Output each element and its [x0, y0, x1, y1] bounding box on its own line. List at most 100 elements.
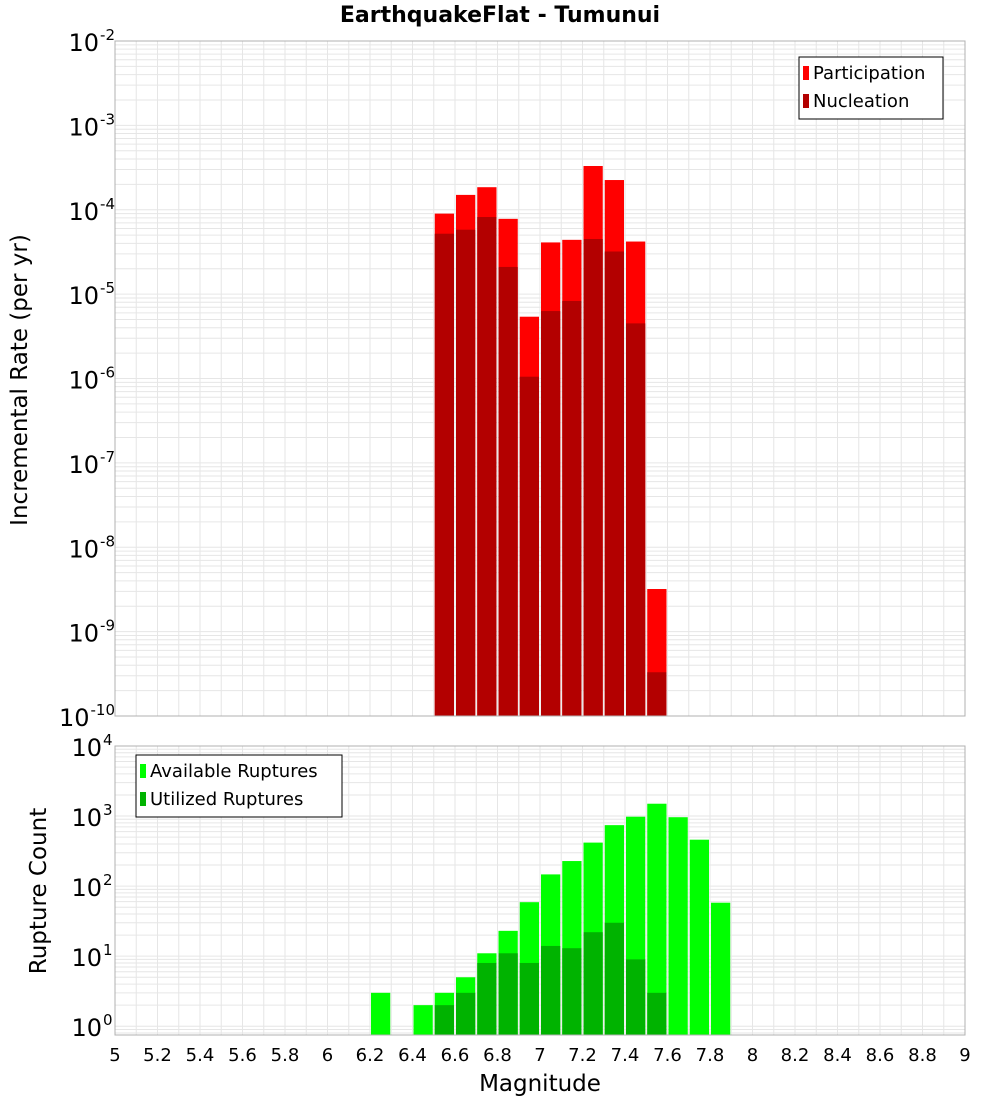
x-tick-label: 5.2 [143, 1045, 172, 1066]
y-tick-base: 10 [68, 535, 99, 563]
x-tick-label: 8.4 [823, 1045, 852, 1066]
legend-swatch [803, 94, 809, 108]
x-tick-labels: 5 5.2 5.4 5.6 5.8 6 6.2 6.4 6.6 6.8 7 7.2 7.4 7.6 7.8 8… [109, 1045, 970, 1066]
bar [477, 962, 497, 1035]
top-plot-area: 10-210-310-410-510-610-710-810-910 -10Par… [59, 26, 966, 732]
top-y-axis-label: Incremental Rate (per yr) [7, 234, 33, 526]
bar [604, 922, 624, 1035]
y-tick-base: 10 [71, 734, 102, 762]
series-utilized-ruptures [434, 922, 667, 1035]
y-tick-label: 10 -4 [68, 195, 115, 226]
legend-box [135, 754, 343, 818]
bar [604, 251, 624, 716]
y-tick-exponent: 4 [103, 731, 113, 749]
bar [689, 839, 709, 1035]
y-tick-exponent: -4 [100, 195, 115, 213]
y-tick-exponent: -3 [100, 110, 115, 128]
y-tick-label: 10 -9 [68, 617, 115, 648]
y-tick-exponent: -9 [100, 617, 115, 635]
x-tick-label: 6.8 [483, 1045, 512, 1066]
bar [541, 311, 561, 716]
x-axis-label: Magnitude [479, 1071, 601, 1097]
legend-swatch [803, 66, 809, 80]
y-tick-label: 10 -8 [68, 532, 115, 563]
bar [498, 266, 518, 716]
y-tick-base: 10 [68, 113, 99, 141]
y-tick-label: 10 -10 [59, 701, 115, 732]
plot-frame [114, 40, 966, 717]
y-tick-exponent: -6 [100, 364, 115, 382]
y-tick-exponent: -5 [100, 279, 115, 297]
legend-label: Utilized Ruptures [150, 789, 303, 810]
bar [519, 376, 539, 716]
bar [626, 959, 646, 1035]
y-tick-base: 10 [71, 1014, 102, 1042]
legend: Available Ruptures Utilized Ruptures [135, 754, 343, 818]
y-tick-label: 10 -5 [68, 279, 115, 310]
x-tick-label: 7.6 [653, 1045, 682, 1066]
y-tick-base: 10 [68, 198, 99, 226]
bar [583, 932, 603, 1035]
chart-title: EarthquakeFlat - Tumunui [340, 3, 660, 28]
bar [498, 953, 518, 1035]
x-tick-label: 8.6 [866, 1045, 895, 1066]
bar [647, 672, 667, 716]
bar [541, 945, 561, 1035]
x-tick-label: 7.8 [696, 1045, 725, 1066]
bar [477, 217, 497, 716]
legend-swatch [140, 764, 146, 778]
bar [562, 948, 582, 1035]
y-tick-exponent: -2 [100, 26, 115, 44]
legend-swatch [140, 792, 146, 806]
x-tick-label: 5.6 [228, 1045, 257, 1066]
y-tick-base: 10 [59, 704, 90, 732]
bar [626, 323, 646, 716]
bar [647, 803, 667, 1035]
x-tick-label: 5.4 [186, 1045, 215, 1066]
plot-frame [114, 745, 966, 1036]
bar [519, 962, 539, 1035]
grid-lines [114, 746, 966, 1035]
y-tick-label: 10 -3 [68, 110, 115, 141]
y-tick-label: 10 -7 [68, 448, 115, 479]
grid-lines [114, 41, 966, 717]
bar [583, 239, 603, 716]
bar [413, 1005, 433, 1035]
legend-box [798, 56, 944, 120]
y-tick-label: 10 2 [71, 871, 112, 902]
y-tick-exponent: 0 [103, 1011, 113, 1029]
legend-label: Participation [813, 63, 925, 84]
y-tick-base: 10 [68, 29, 99, 57]
legend-label: Nucleation [813, 91, 909, 112]
y-tick-base: 10 [71, 874, 102, 902]
bar [434, 233, 454, 716]
y-tick-label: 10 3 [71, 801, 112, 832]
x-tick-label: 6.6 [441, 1045, 470, 1066]
x-tick-label: 6 [322, 1045, 333, 1066]
bottom-y-axis-label: Rupture Count [26, 808, 52, 974]
x-tick-label: 7.2 [568, 1045, 597, 1066]
x-tick-label: 8.8 [908, 1045, 937, 1066]
y-tick-label: 10 4 [71, 731, 112, 762]
y-tick-label: 10 0 [71, 1011, 112, 1042]
bar [456, 992, 476, 1035]
x-tick-label: 5 [109, 1045, 120, 1066]
x-tick-label: 7.4 [611, 1045, 640, 1066]
y-tick-base: 10 [71, 804, 102, 832]
bar [434, 1005, 454, 1035]
legend: Participation Nucleation [798, 56, 944, 120]
bar [668, 817, 688, 1035]
y-tick-label: 10 1 [71, 941, 112, 972]
bar [647, 992, 667, 1035]
y-tick-base: 10 [68, 282, 99, 310]
x-tick-label: 7 [534, 1045, 545, 1066]
x-tick-label: 6.4 [398, 1045, 427, 1066]
y-tick-base: 10 [68, 620, 99, 648]
y-tick-exponent: 3 [103, 801, 113, 819]
y-tick-exponent: 2 [103, 871, 113, 889]
bar [371, 992, 391, 1035]
y-tick-exponent: 1 [103, 941, 113, 959]
